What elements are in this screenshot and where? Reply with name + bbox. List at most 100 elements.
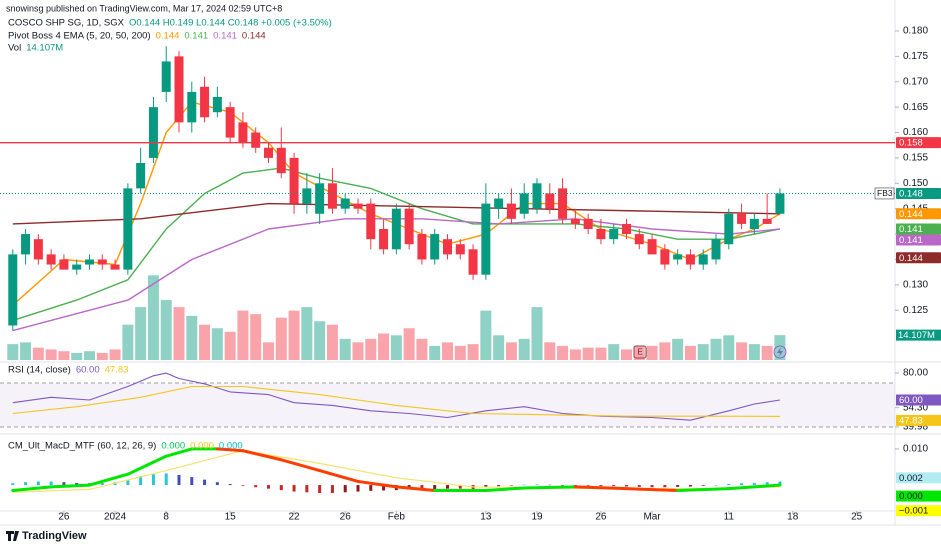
volume-bar [263,342,274,360]
y-tick-label: 0.175 [903,51,928,62]
histogram-bar [497,485,501,487]
histogram-bar [330,485,334,494]
histogram-bar [215,482,219,486]
candle-body [238,122,248,143]
candle-body [647,239,657,255]
volume-bar [96,352,108,360]
x-tick-label: 22 [289,512,301,523]
last-price-label: 0.148 [899,188,923,199]
histogram-bar [203,479,207,486]
histogram-bar [139,476,143,486]
histogram-bar [241,485,245,486]
rsi-ma-value: 47.83 [105,365,129,376]
macd-segment [356,479,398,489]
histogram-bar [11,483,15,486]
volume-bar [505,342,517,360]
candle-body [724,213,734,245]
macd-segment [49,483,91,489]
candle-body [609,228,619,240]
ema-value-label: 0.141 [899,235,923,246]
candle-body [110,264,120,270]
volume-bar [518,338,530,360]
histogram-bar [625,485,628,487]
histogram-bar [650,485,654,488]
volume-bar [314,321,326,360]
candle-body [289,157,299,204]
candle-body [21,234,31,255]
x-tick-label: 2024 [104,512,127,523]
histogram-bar [548,484,552,486]
hline-label: 0.158 [899,138,923,149]
macd-value-label: 0.000 [899,491,923,502]
histogram-bar [343,485,347,493]
volume-bar [20,342,32,360]
candle-body [685,254,695,265]
rsi-value-label: 47.83 [899,415,923,426]
histogram-bar [292,485,296,492]
candle-body [506,203,516,219]
ema-value-label-bg [896,252,941,264]
rsi-value-label: 60.00 [899,395,923,406]
ema-value-label-bg [896,208,941,220]
candle-body [711,239,721,260]
last-price-label-bg [896,187,941,199]
candle-body [430,234,440,260]
ema-value-label-bg [896,234,941,246]
rsi-line [12,385,780,417]
histogram-bar [458,485,462,489]
macd-header-value: 0.000 [161,441,185,452]
candle-body [391,208,401,250]
volume-bar [659,342,671,360]
volume-bar [761,345,773,360]
volume-bar [326,324,338,360]
histogram-bar [24,482,28,486]
macd-segment [241,449,283,462]
volume-bar [672,338,684,360]
volume-bar [736,342,748,360]
volume-bar [173,307,185,360]
histogram-bar [535,484,539,486]
histogram-bar [369,485,373,491]
volume-bar [646,345,658,360]
candle-body [136,162,146,189]
volume-bar [531,307,543,360]
histogram-bar [228,483,232,486]
volume-bar [454,345,466,360]
x-tick-label: 13 [480,512,492,523]
histogram-bar [714,485,718,486]
ema-line [12,101,781,306]
macd-header-value: 0.000 [190,441,214,452]
macd-value-label: 0.002 [899,473,923,484]
rsi-band [0,383,895,427]
histogram-bar [765,482,769,486]
candle-body [97,259,107,265]
histogram-bar [151,474,155,486]
histogram-bar [100,482,104,486]
candle-body [775,193,785,214]
histogram-bar [612,485,616,487]
rsi-value: 60.00 [76,365,100,376]
candle-body [379,228,389,250]
ema-value-label: 0.144 [899,253,923,264]
y-tick-label: 0.150 [903,178,928,189]
y-tick-label: 39.98 [903,422,928,433]
y-tick-label: 0.160 [903,127,928,138]
volume-bar [467,344,479,360]
histogram-bar [701,485,705,486]
ema-value: 0.144 [156,31,180,42]
candle-body [174,56,184,123]
rsi-title: RSI (14, close) [8,365,71,376]
volume-bar [135,307,147,360]
volume-bar [621,349,632,360]
candle-body [251,132,261,148]
candle-body [33,239,43,260]
ema-value: 0.144 [242,31,266,42]
candle-body [443,239,452,255]
histogram-bar [522,484,526,486]
candle-body [596,228,606,240]
volume-bar [544,342,556,360]
x-tick-label: 18 [787,512,799,523]
macd-segment [625,487,680,492]
hline-label-bg [896,137,941,149]
volume-bar [569,349,581,360]
